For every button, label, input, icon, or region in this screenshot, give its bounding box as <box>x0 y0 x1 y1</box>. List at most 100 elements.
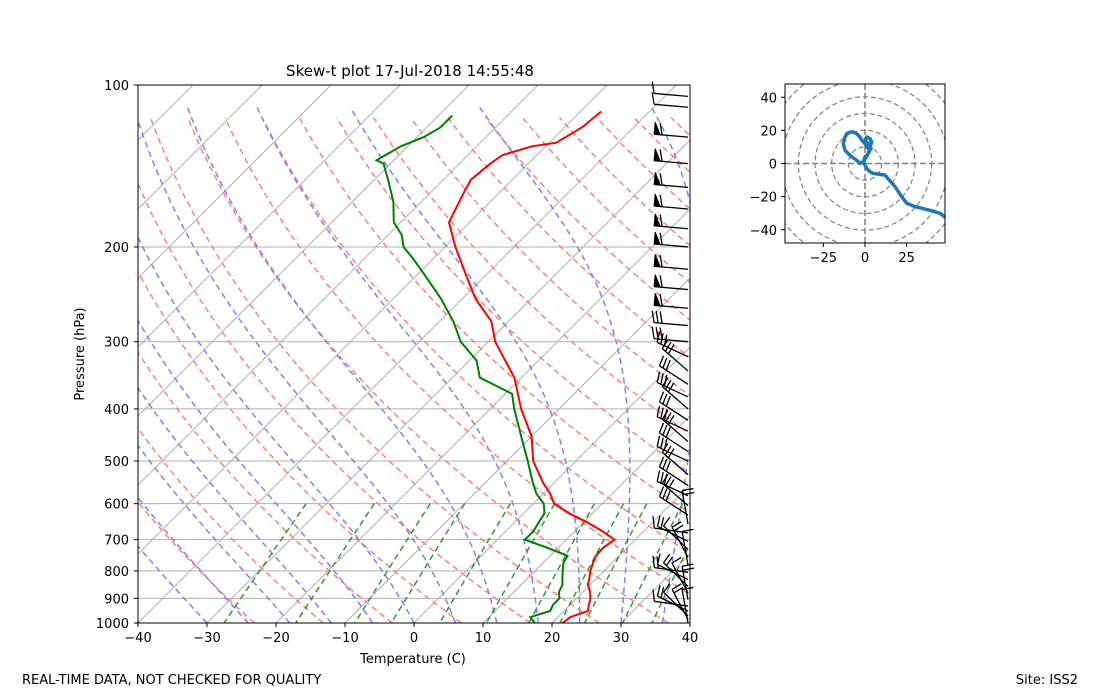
barb-staff <box>654 600 689 607</box>
barb-staff <box>654 338 689 343</box>
barb-feather <box>651 81 655 94</box>
isotherm-40 <box>689 622 690 623</box>
barb-feather <box>662 488 668 499</box>
dry-adiabat-420 <box>596 117 690 210</box>
dry-adiabat-400 <box>521 117 690 284</box>
hodo-y-tick-label: 20 <box>760 124 777 139</box>
dry-adiabat-330 <box>261 117 690 555</box>
hodo-y-tick-label: 40 <box>760 91 777 106</box>
moist-adiabat-12 <box>186 107 498 623</box>
barb-feather <box>651 326 655 339</box>
barb-feather <box>663 409 668 421</box>
wind-barb <box>656 470 689 497</box>
isotherm--70 <box>138 85 470 417</box>
isotherm-10 <box>482 415 690 623</box>
barb-feather <box>681 586 694 591</box>
wind-barbs <box>651 81 695 624</box>
isotherm--130 <box>0 85 55 623</box>
hodo-y-tick-label: 0 <box>769 158 777 173</box>
dry-adiabat-370 <box>410 117 690 397</box>
barb-feather <box>664 476 672 487</box>
barb-staff <box>654 566 689 573</box>
barb-feather <box>656 371 661 383</box>
barb-feather <box>651 92 655 105</box>
barb-feather <box>659 327 663 340</box>
barb-staff <box>659 401 689 421</box>
barb-feather <box>659 149 663 162</box>
barb-staff <box>661 418 689 443</box>
dry-adiabat-460 <box>746 118 1100 623</box>
x-tick-label: 30 <box>613 631 630 646</box>
moist-adiabat-18 <box>256 106 539 623</box>
barb-staff <box>656 446 689 462</box>
barb-feather <box>659 275 663 288</box>
barb-feather <box>652 589 655 602</box>
barb-staff <box>654 103 689 108</box>
barb-feather <box>660 437 664 449</box>
isotherm-30 <box>620 553 690 623</box>
hodograph-line <box>841 130 945 220</box>
y-tick-label: 1000 <box>96 617 129 632</box>
barb-feather <box>658 486 665 497</box>
isotherm--60 <box>138 85 539 486</box>
isotherm--10 <box>344 277 690 623</box>
barb-feather <box>663 516 671 527</box>
moist-adiabat--12 <box>138 386 332 623</box>
isotherm--20 <box>275 208 690 623</box>
wind-barb <box>653 274 689 291</box>
moist-adiabat-24 <box>349 106 581 623</box>
x-tick-label: −10 <box>331 631 358 646</box>
barb-feather <box>665 556 674 566</box>
wind-barb <box>653 254 689 270</box>
barb-staff <box>657 563 689 581</box>
barb-feather <box>658 422 665 434</box>
barb-feather <box>671 521 682 528</box>
barb-feather <box>658 391 665 403</box>
barb-feather <box>673 524 684 532</box>
dry-adiabat-360 <box>372 117 690 436</box>
barb-feather <box>665 395 671 407</box>
barb-flag <box>653 148 661 162</box>
wind-barb <box>658 355 689 385</box>
wind-barb <box>658 456 689 486</box>
wind-barb <box>651 310 689 327</box>
mixing-ratio-16 <box>559 503 625 623</box>
barb-feather <box>663 553 671 564</box>
dry-adiabat-340 <box>298 117 690 514</box>
dry-adiabat-290 <box>138 181 531 623</box>
barb-feather <box>682 567 695 571</box>
dry-adiabat-430 <box>633 117 690 174</box>
barb-feather <box>681 563 694 567</box>
dry-adiabat-350 <box>335 117 690 475</box>
barb-flag <box>653 293 661 307</box>
hodo-y-tick-label: −40 <box>750 224 777 239</box>
mixing-ratio-8 <box>485 503 556 623</box>
wind-barb <box>652 589 689 607</box>
barb-feather <box>663 374 668 387</box>
y-tick-label: 700 <box>104 534 129 549</box>
hodo-x-tick-label: 0 <box>861 251 869 266</box>
barb-feather <box>659 311 663 324</box>
isotherm-50 <box>759 85 1100 623</box>
wind-barb <box>653 193 689 210</box>
barb-feather <box>663 583 671 593</box>
barb-feather <box>660 517 665 529</box>
moist-adiabat--30 <box>138 544 208 623</box>
barb-feather <box>664 341 672 352</box>
barb-feather <box>664 379 672 390</box>
moist-adiabat-6 <box>138 118 457 623</box>
x-tick-label: 0 <box>410 631 418 646</box>
temperature-profile <box>447 110 617 623</box>
wind-barb <box>653 293 689 309</box>
quality-disclaimer: REAL-TIME DATA, NOT CHECKED FOR QUALITY <box>22 673 322 688</box>
barb-staff <box>661 348 689 372</box>
dry-adiabat-300 <box>149 117 600 623</box>
barb-feather <box>659 122 663 135</box>
x-axis-label: Temperature (C) <box>359 652 466 667</box>
isotherm-20 <box>551 484 690 623</box>
wind-barb <box>653 231 689 248</box>
y-tick-label: 600 <box>104 498 129 513</box>
skewt-plot-area: −40 −30 −20 −10 0 10 20 30 401002003004005006007… <box>0 79 1100 646</box>
wind-barb <box>653 122 689 138</box>
